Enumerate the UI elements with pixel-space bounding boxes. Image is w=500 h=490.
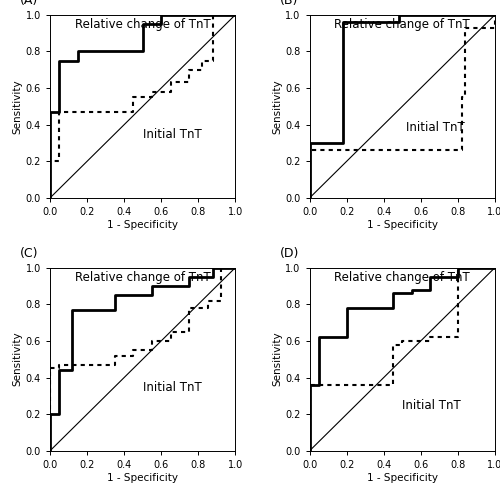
Text: Relative change of TnT: Relative change of TnT [334, 271, 470, 284]
Text: (A): (A) [20, 0, 38, 7]
Text: Relative change of TnT: Relative change of TnT [75, 18, 210, 31]
Y-axis label: Sensitivity: Sensitivity [13, 79, 23, 134]
Text: Initial TnT: Initial TnT [402, 399, 461, 413]
Y-axis label: Sensitivity: Sensitivity [272, 79, 282, 134]
Text: Relative change of TnT: Relative change of TnT [75, 271, 210, 284]
Text: Initial TnT: Initial TnT [406, 121, 465, 134]
Text: Relative change of TnT: Relative change of TnT [334, 18, 470, 31]
Text: (C): (C) [20, 247, 39, 260]
X-axis label: 1 - Specificity: 1 - Specificity [367, 473, 438, 483]
Y-axis label: Sensitivity: Sensitivity [272, 332, 282, 387]
Text: (D): (D) [280, 247, 299, 260]
X-axis label: 1 - Specificity: 1 - Specificity [107, 473, 178, 483]
Text: Initial TnT: Initial TnT [142, 128, 202, 141]
Text: (B): (B) [280, 0, 298, 7]
Y-axis label: Sensitivity: Sensitivity [13, 332, 23, 387]
X-axis label: 1 - Specificity: 1 - Specificity [107, 220, 178, 230]
Text: Initial TnT: Initial TnT [142, 381, 202, 394]
X-axis label: 1 - Specificity: 1 - Specificity [367, 220, 438, 230]
